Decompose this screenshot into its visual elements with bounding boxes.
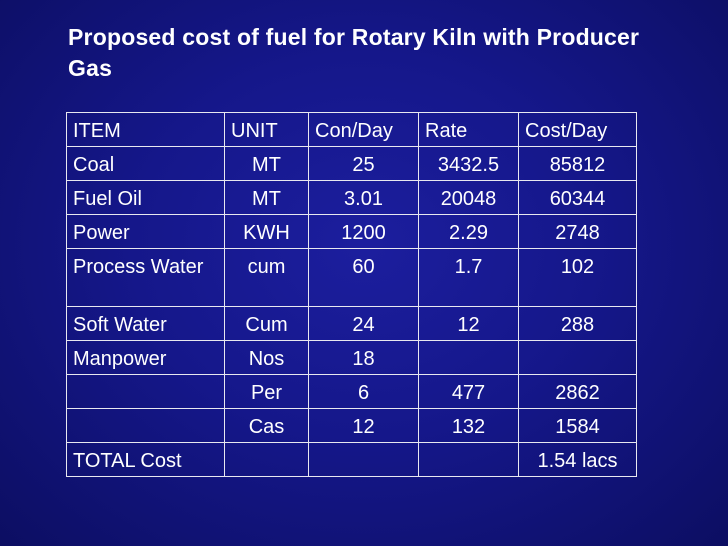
cost-day-cell: 1584 [518,408,637,443]
item-cell [66,374,225,409]
rate-cell: 3432.5 [418,146,519,181]
rate-cell: 2.29 [418,214,519,249]
table-row: Cas 12 132 1584 [66,408,637,443]
table-row: Process Water cum 60 1.7 102 [66,248,637,307]
rate-cell: 20048 [418,180,519,215]
table-row: Per 6 477 2862 [66,374,637,409]
unit-cell: KWH [224,214,309,249]
rate-cell: 1.7 [418,248,519,307]
slide-title: Proposed cost of fuel for Rotary Kiln wi… [68,24,640,81]
unit-cell: Nos [224,340,309,375]
header-cell-unit: UNIT [224,112,309,147]
con-day-cell: 18 [308,340,419,375]
header-cell-con-day: Con/Day [308,112,419,147]
table-row: Coal MT 25 3432.5 85812 [66,146,637,181]
item-cell: Process Water [66,248,225,307]
total-cost-cell: 1.54 lacs [518,442,637,477]
cost-day-cell: 102 [518,248,637,307]
item-cell: Coal [66,146,225,181]
table-row: Fuel Oil MT 3.01 20048 60344 [66,180,637,215]
cost-day-cell: 85812 [518,146,637,181]
cost-day-cell: 288 [518,306,637,341]
unit-cell: cum [224,248,309,307]
table-total-row: TOTAL Cost 1.54 lacs [66,442,637,477]
con-day-cell [308,442,419,477]
item-cell: Manpower [66,340,225,375]
item-cell: Power [66,214,225,249]
con-day-cell: 24 [308,306,419,341]
unit-cell: Cum [224,306,309,341]
header-cell-item: ITEM [66,112,225,147]
item-cell [66,408,225,443]
con-day-cell: 3.01 [308,180,419,215]
con-day-cell: 12 [308,408,419,443]
item-cell: Fuel Oil [66,180,225,215]
con-day-cell: 25 [308,146,419,181]
unit-cell: Per [224,374,309,409]
cost-day-cell: 60344 [518,180,637,215]
rate-cell: 12 [418,306,519,341]
item-cell: Soft Water [66,306,225,341]
table-header-row: ITEM UNIT Con/Day Rate Cost/Day [66,112,637,147]
unit-cell: MT [224,180,309,215]
table-row: Power KWH 1200 2.29 2748 [66,214,637,249]
con-day-cell: 1200 [308,214,419,249]
table-row: Manpower Nos 18 [66,340,637,375]
unit-cell [224,442,309,477]
fuel-cost-table: ITEM UNIT Con/Day Rate Cost/Day Coal MT … [66,112,637,477]
cost-day-cell: 2862 [518,374,637,409]
unit-cell: Cas [224,408,309,443]
header-cell-cost-day: Cost/Day [518,112,637,147]
rate-cell: 477 [418,374,519,409]
cost-day-cell: 2748 [518,214,637,249]
rate-cell [418,442,519,477]
unit-cell: MT [224,146,309,181]
rate-cell [418,340,519,375]
total-label-cell: TOTAL Cost [66,442,225,477]
con-day-cell: 60 [308,248,419,307]
cost-day-cell [518,340,637,375]
rate-cell: 132 [418,408,519,443]
table-row: Soft Water Cum 24 12 288 [66,306,637,341]
con-day-cell: 6 [308,374,419,409]
header-cell-rate: Rate [418,112,519,147]
